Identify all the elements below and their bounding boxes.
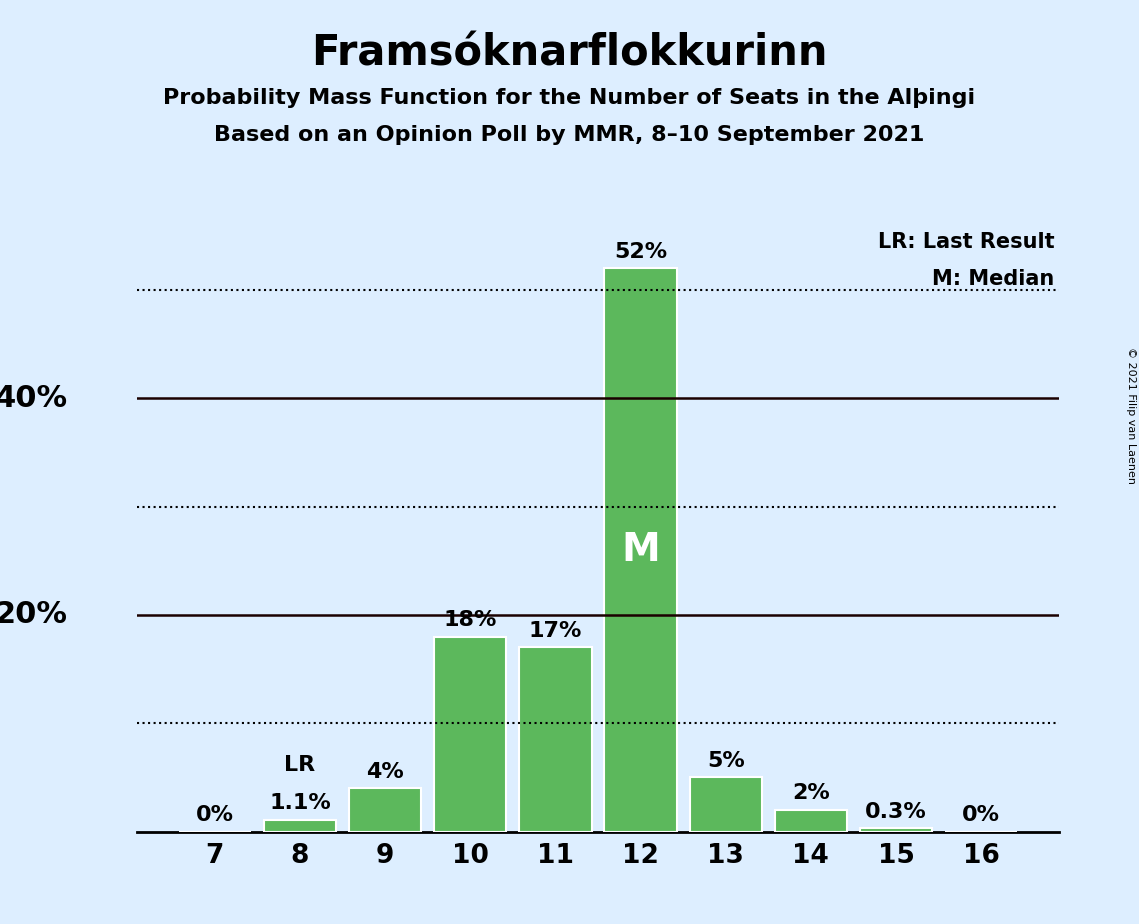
Bar: [860, 828, 932, 832]
Bar: [519, 648, 591, 832]
Text: M: Median: M: Median: [933, 269, 1055, 289]
Bar: [264, 820, 336, 832]
Text: LR: Last Result: LR: Last Result: [878, 232, 1055, 251]
Text: LR: LR: [285, 755, 316, 775]
Text: M: M: [621, 531, 659, 569]
Text: 17%: 17%: [528, 621, 582, 641]
Text: 5%: 5%: [707, 751, 745, 771]
Bar: [775, 810, 847, 832]
Text: 0.3%: 0.3%: [866, 802, 927, 821]
Text: Based on an Opinion Poll by MMR, 8–10 September 2021: Based on an Opinion Poll by MMR, 8–10 Se…: [214, 125, 925, 145]
Text: 0%: 0%: [962, 805, 1000, 825]
Bar: [434, 637, 507, 832]
Text: Probability Mass Function for the Number of Seats in the Alþingi: Probability Mass Function for the Number…: [163, 88, 976, 108]
Text: 1.1%: 1.1%: [269, 793, 330, 813]
Text: 40%: 40%: [0, 383, 67, 413]
Bar: [349, 788, 421, 832]
Text: 2%: 2%: [792, 784, 829, 804]
Text: 0%: 0%: [196, 805, 233, 825]
Text: © 2021 Filip van Laenen: © 2021 Filip van Laenen: [1126, 347, 1136, 484]
Bar: [689, 777, 762, 832]
Text: Framsóknarflokkurinn: Framsóknarflokkurinn: [311, 32, 828, 74]
Text: 52%: 52%: [614, 242, 667, 261]
Bar: [605, 268, 677, 832]
Text: 4%: 4%: [367, 761, 404, 782]
Text: 18%: 18%: [443, 610, 497, 630]
Text: 20%: 20%: [0, 601, 67, 629]
